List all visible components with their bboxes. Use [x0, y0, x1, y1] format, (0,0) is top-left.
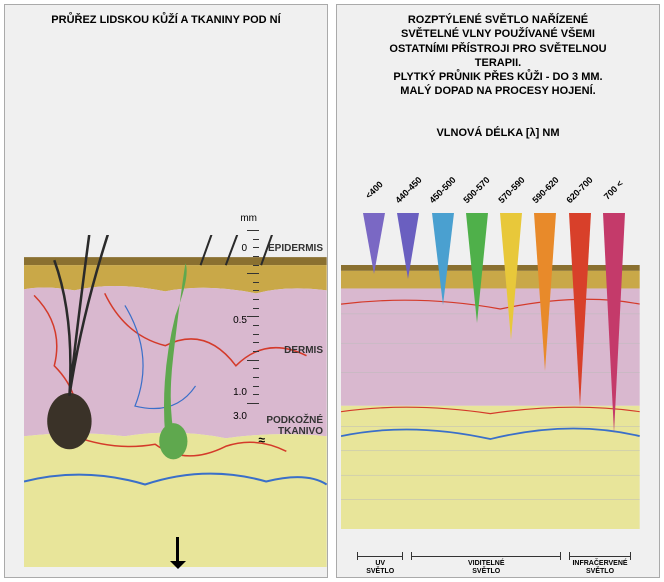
cone-shape: [603, 213, 625, 436]
green-bulb: [160, 423, 188, 459]
skin-svg: [24, 235, 327, 567]
cone-shape: [363, 213, 385, 277]
ruler-tick: [253, 325, 259, 326]
cone-label: 440-450: [393, 175, 423, 205]
cone-shape: [569, 213, 591, 409]
ruler-tick: [253, 290, 259, 291]
cone-label: 700 <: [602, 178, 625, 201]
wavelength-cone: <400: [359, 185, 389, 425]
diagram-container: PRŮŘEZ LIDSKOU KŮŽÍ A TKANINY POD NÍ mm: [0, 0, 664, 582]
spectrum-segment: VIDITELNÉ SVĚTLO: [411, 556, 561, 557]
ruler-mark: 0: [241, 243, 247, 254]
wavelength-cone: 450-500: [428, 185, 458, 425]
ruler-tick: [247, 403, 259, 404]
ruler-mark: 3.0: [233, 411, 247, 422]
ruler-mark: 0.5: [233, 315, 247, 326]
spectrum-label: INFRAČERVENÉ SVĚTLO: [569, 560, 631, 575]
wavelength-cone: 620-700: [565, 185, 595, 425]
right-panel: ROZPTÝLENÉ SVĚTLO NAŘÍZENÉ SVĚTELNÉ VLNY…: [336, 4, 660, 578]
ruler-tick: [253, 256, 259, 257]
cone-label: 590-620: [530, 175, 560, 205]
right-title: ROZPTÝLENÉ SVĚTLO NAŘÍZENÉ SVĚTELNÉ VLNY…: [337, 5, 659, 107]
ruler-tick: [253, 334, 259, 335]
wavelength-cone: 500-570: [462, 185, 492, 425]
spectrum-bar: UV SVĚTLO VIDITELNÉ SVĚTLO INFRAČERVENÉ SV…: [353, 556, 635, 557]
ruler-tick: [253, 239, 259, 240]
spectrum-label: UV SVĚTLO: [357, 560, 403, 575]
ruler-tick: [247, 360, 259, 361]
ruler-tick: [253, 247, 259, 248]
cone-shape: [534, 213, 556, 374]
wavelength-cones: <400440-450450-500500-570570-590590-6206…: [357, 185, 631, 425]
cone-shape: [500, 213, 522, 343]
hair-follicle: [48, 393, 92, 449]
spectrum-segment: UV SVĚTLO: [357, 556, 403, 557]
spectrum-label: VIDITELNÉ SVĚTLO: [411, 560, 561, 575]
cone-label: 500-570: [462, 175, 492, 205]
cone-shape: [397, 213, 419, 282]
ruler-tick: [247, 316, 259, 317]
wavelength-cone: 570-590: [496, 185, 526, 425]
ruler-tick: [253, 368, 259, 369]
ruler-tick: [253, 299, 259, 300]
ruler-mark: 1.0: [233, 387, 247, 398]
ruler-tick: [247, 230, 259, 231]
skin-cross-section: EPIDERMIS DERMIS PODKOŽNÉ TKANIVO: [24, 235, 327, 567]
wavelength-title: VLNOVÁ DÉLKA [λ] NM: [337, 127, 659, 139]
cone-label: 450-500: [427, 175, 457, 205]
depth-ruler: 0 0.5 1.0 3.0: [229, 230, 259, 517]
spectrum-segment: INFRAČERVENÉ SVĚTLO: [569, 556, 631, 557]
dermis-label: DERMIS: [284, 345, 323, 356]
wavelength-cone: 440-450: [393, 185, 423, 425]
cone-shape: [432, 213, 454, 308]
ruler-tick: [253, 342, 259, 343]
epidermis-label: EPIDERMIS: [268, 243, 323, 254]
ruler-tick: [247, 273, 259, 274]
left-panel: PRŮŘEZ LIDSKOU KŮŽÍ A TKANINY POD NÍ mm: [4, 4, 328, 578]
ruler-tick: [253, 308, 259, 309]
cone-label: 570-590: [496, 175, 526, 205]
ruler-tick: [253, 265, 259, 266]
depth-arrow-icon: [176, 537, 179, 567]
ruler-tick: [253, 386, 259, 387]
ruler-tick: [253, 282, 259, 283]
approx-symbol: ≈: [258, 433, 265, 447]
cone-shape: [466, 213, 488, 326]
subcutis-label: PODKOŽNÉ TKANIVO: [266, 415, 323, 437]
epidermis-top: [24, 257, 327, 265]
wavelength-cone: 700 <: [599, 185, 629, 425]
cone-label: 620-700: [564, 175, 594, 205]
wavelength-cone: 590-620: [530, 185, 560, 425]
left-title: PRŮŘEZ LIDSKOU KŮŽÍ A TKANINY POD NÍ: [5, 5, 327, 35]
ruler-tick: [253, 377, 259, 378]
cone-label: <400: [363, 179, 384, 200]
ruler-tick: [253, 351, 259, 352]
ruler-tick: [253, 394, 259, 395]
ruler-unit: mm: [240, 213, 257, 224]
